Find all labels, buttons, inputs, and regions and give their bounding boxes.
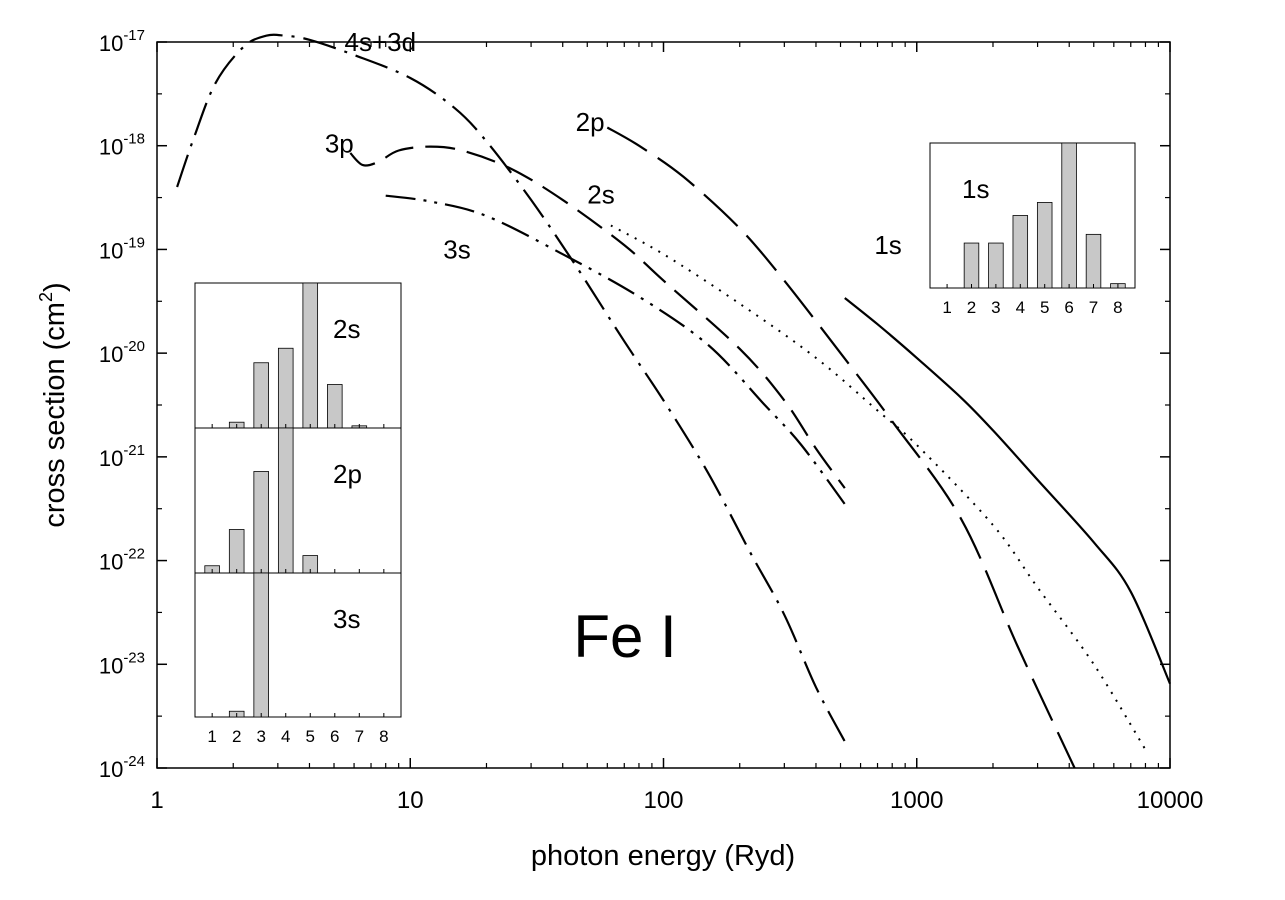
curve-label: 4s+3d (344, 27, 416, 57)
y-tick-exp: -22 (123, 546, 145, 563)
y-tick-base: 10 (99, 238, 123, 263)
y-tick-base: 10 (99, 31, 123, 56)
inset-tick-label: 2 (967, 298, 976, 317)
inset-frame (194, 427, 402, 574)
y-axis-label-sup: 2 (36, 292, 56, 302)
inset-bar (253, 471, 269, 574)
y-tick-base: 10 (99, 757, 123, 782)
inset-tick-label: 6 (330, 727, 339, 746)
inset-frame (929, 142, 1136, 289)
x-tick-label: 10000 (1137, 787, 1204, 814)
y-tick-label: 10-23 (99, 649, 145, 678)
inset-bar (228, 529, 245, 574)
inset-tick-label: 8 (1113, 298, 1122, 317)
inset-tick-label: 1 (942, 298, 951, 317)
inset-bar (302, 282, 319, 429)
inset-frame (194, 572, 402, 718)
curves (176, 33, 1172, 769)
curve-3s (385, 194, 846, 505)
curve-1s (844, 297, 1172, 685)
chart-title: Fe I (573, 603, 676, 670)
curve-3p (349, 145, 846, 489)
curve-4s-3d (176, 33, 846, 743)
inset-tick-label: 4 (281, 727, 290, 746)
inset-label: 2p (333, 459, 362, 489)
inset-label: 1s (962, 174, 989, 204)
y-tick-base: 10 (99, 342, 123, 367)
curve-label: 2s (587, 179, 614, 209)
inset-tick-label: 8 (379, 727, 388, 746)
inset-tick-label: 3 (991, 298, 1000, 317)
y-axis-label-main: cross section (cm (39, 302, 71, 528)
x-tick-label: 10 (397, 787, 424, 814)
y-tick-exp: -21 (123, 442, 145, 459)
inset-bar (1085, 233, 1102, 289)
inset-bar (277, 427, 294, 574)
y-tick-label: 10-17 (99, 27, 145, 56)
y-tick-exp: -17 (123, 27, 145, 44)
inset-bar (327, 384, 343, 429)
inset-2p: 2p (194, 427, 402, 574)
inset-bar (253, 572, 269, 718)
x-tick-label: 100 (643, 787, 683, 814)
curve-label: 1s (874, 230, 901, 260)
inset-frame (194, 282, 402, 429)
y-tick-label: 10-22 (99, 546, 145, 575)
curve-2p (606, 126, 1076, 769)
y-tick-exp: -20 (123, 338, 145, 355)
inset-tick-label: 7 (1089, 298, 1098, 317)
y-tick-label: 10-24 (99, 753, 145, 782)
inset-bar (988, 242, 1004, 289)
inset-label: 2s (333, 314, 360, 344)
y-axis-label-end: ) (39, 282, 71, 292)
y-tick-exp: -19 (123, 234, 145, 251)
inset-1s: 1 2 3 4 5 6 7 8 1s (929, 142, 1136, 317)
curve-label: 3s (443, 234, 470, 264)
curve-label: 3p (325, 129, 354, 159)
y-axis-label: cross section (cm2) (36, 282, 71, 527)
inset-tick-label: 1 (207, 727, 216, 746)
y-tick-exp: -23 (123, 649, 145, 666)
x-tick-label: 1 (150, 787, 163, 814)
inset-tick-label: 4 (1016, 298, 1025, 317)
inset-label: 3s (333, 604, 360, 634)
y-tick-label: 10-19 (99, 234, 145, 263)
inset-bar (1012, 215, 1029, 289)
x-axis-label: photon energy (Ryd) (531, 840, 795, 872)
inset-tick-label: 6 (1064, 298, 1073, 317)
inset-tick-label: 5 (1040, 298, 1049, 317)
y-tick-exp: -18 (123, 131, 145, 148)
y-tick-exp: -24 (123, 753, 145, 770)
inset-2s: 2s (194, 282, 402, 429)
x-ticks: 1 10 100 1000 10000 (150, 42, 1203, 814)
inset-bar (253, 362, 269, 429)
y-tick-label: 10-20 (99, 338, 145, 367)
inset-tick-label: 2 (232, 727, 241, 746)
y-tick-base: 10 (99, 135, 123, 160)
y-tick-base: 10 (99, 550, 123, 575)
inset-bar (1061, 142, 1077, 289)
y-tick-base: 10 (99, 653, 123, 678)
y-tick-label: 10-18 (99, 131, 145, 160)
inset-3s: 1 2 3 4 5 6 7 8 3s (194, 572, 402, 746)
curve-label: 2p (576, 107, 605, 137)
inset-tick-label: 3 (256, 727, 265, 746)
inset-tick-label: 5 (306, 727, 315, 746)
inset-bar (277, 347, 294, 429)
inset-bar (1036, 202, 1053, 289)
x-tick-label: 1000 (890, 787, 943, 814)
inset-bar (963, 242, 980, 289)
y-tick-label: 10-21 (99, 442, 145, 471)
inset-tick-label: 7 (355, 727, 364, 746)
curve-labels: 4s+3d 3p 3s 2p 2s 1s (325, 27, 902, 264)
y-tick-base: 10 (99, 446, 123, 471)
